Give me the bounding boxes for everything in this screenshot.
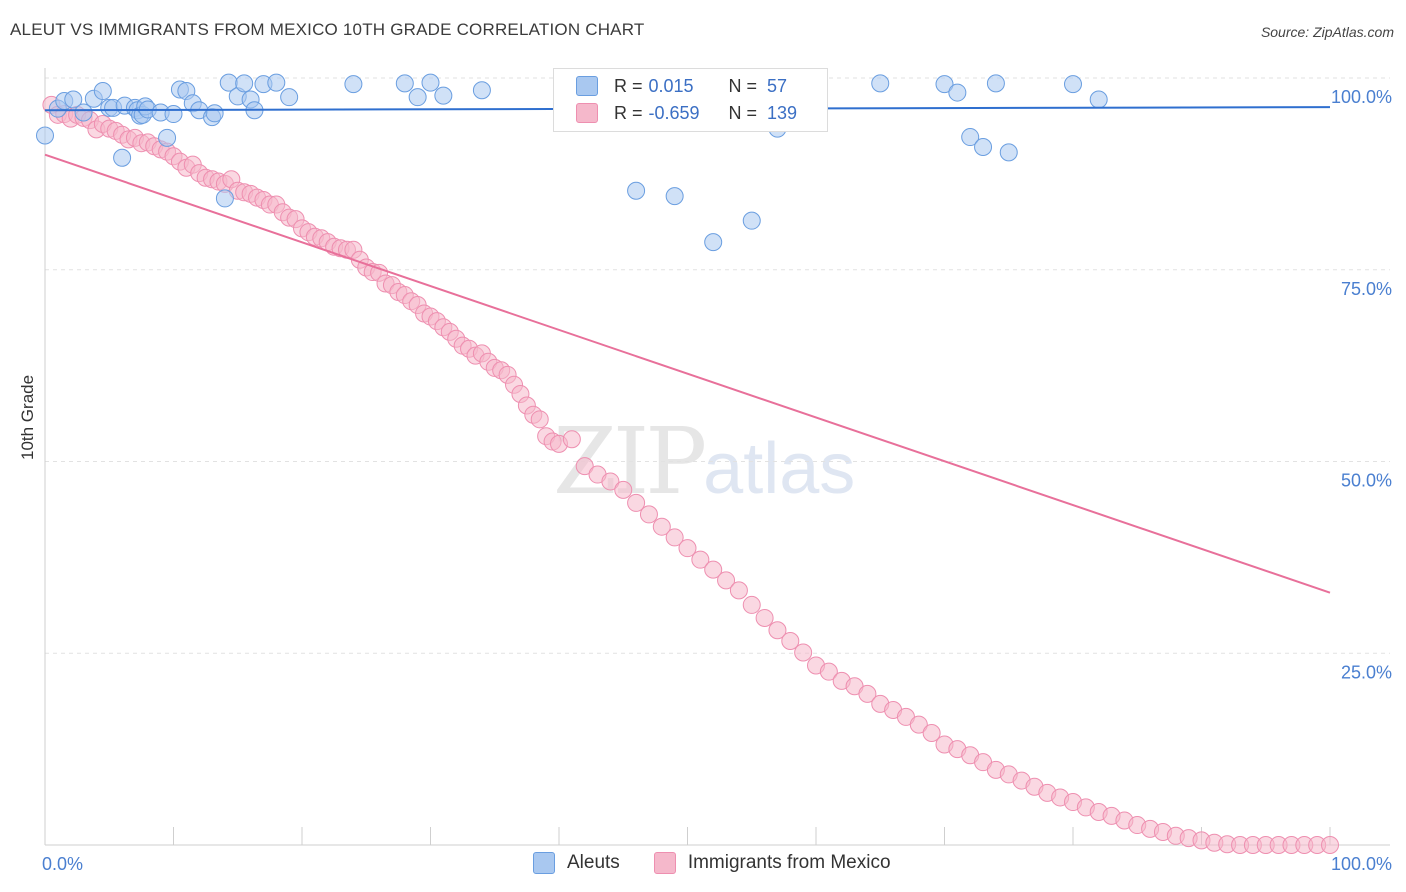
aleuts-point	[961, 128, 980, 147]
aleuts-r-value: 0.015	[648, 75, 694, 96]
aleuts-point	[948, 83, 967, 102]
legend-item-mexico: Immigrants from Mexico	[653, 852, 891, 874]
aleuts-point	[267, 73, 286, 92]
aleuts-point	[986, 74, 1005, 93]
mexico-point	[755, 608, 774, 627]
y-tick-label: 50.0%	[1341, 471, 1392, 491]
series-legend: Aleuts Immigrants from Mexico	[533, 852, 925, 874]
aleuts-point	[421, 73, 440, 92]
x-tick-label: 0.0%	[42, 854, 83, 874]
mexico-point	[601, 472, 620, 491]
mexico-point	[717, 571, 736, 590]
aleuts-point	[280, 88, 299, 107]
aleuts-point	[64, 90, 83, 109]
aleuts-point	[93, 82, 112, 101]
legend-row-mexico: R = -0.659 N = 139	[576, 101, 797, 125]
aleuts-n-label: N =	[728, 75, 758, 96]
aleuts-point	[935, 75, 954, 94]
mexico-point	[742, 595, 761, 614]
mexico-n-label: N =	[728, 102, 758, 123]
legend-mexico-label: Immigrants from Mexico	[687, 852, 891, 873]
mexico-point	[729, 581, 748, 600]
mexico-point	[909, 715, 928, 734]
aleuts-n-value: 57	[767, 75, 788, 96]
aleuts-point	[999, 143, 1018, 162]
legend-aleuts-label: Aleuts	[567, 852, 620, 873]
mexico-n-value: 139	[767, 102, 798, 123]
aleuts-point	[627, 181, 646, 200]
y-axis-label: 10th Grade	[18, 374, 37, 460]
legend-mexico-swatch	[653, 852, 676, 874]
aleuts-point	[395, 74, 414, 93]
aleuts-point	[472, 81, 491, 100]
y-tick-label: 25.0%	[1341, 662, 1392, 682]
aleuts-point	[158, 128, 177, 147]
aleuts-point	[215, 189, 234, 208]
aleuts-point	[74, 103, 93, 122]
aleuts-point	[36, 126, 54, 145]
x-tick-label: 100.0%	[1331, 854, 1392, 874]
aleuts-point	[1064, 75, 1082, 94]
watermark-atlas: atlas	[703, 429, 856, 509]
aleuts-point	[704, 233, 723, 252]
chart-title: ALEUT VS IMMIGRANTS FROM MEXICO 10TH GRA…	[10, 20, 645, 39]
aleuts-point	[434, 86, 453, 105]
legend-item-aleuts: Aleuts	[533, 852, 620, 874]
aleuts-point	[205, 104, 224, 123]
aleuts-swatch	[576, 76, 598, 96]
mexico-point	[639, 505, 658, 524]
mexico-point	[652, 517, 671, 536]
aleuts-r-label: R =	[614, 75, 643, 96]
mexico-point	[691, 550, 710, 569]
mexico-trend-line	[44, 153, 1331, 594]
mexico-point	[922, 724, 941, 743]
aleuts-point	[344, 75, 363, 94]
mexico-point	[575, 457, 594, 476]
legend-row-aleuts: R = 0.015 N = 57	[576, 74, 787, 98]
mexico-point	[858, 684, 877, 703]
mexico-point	[768, 621, 787, 640]
stats-legend: R = 0.015 N = 57 R = -0.659 N = 139	[553, 68, 828, 132]
mexico-point	[819, 662, 838, 681]
aleuts-point	[235, 74, 254, 93]
y-tick-label: 100.0%	[1331, 87, 1392, 107]
mexico-point	[1321, 836, 1339, 854]
mexico-r-value: -0.659	[648, 102, 700, 123]
mexico-point	[678, 539, 697, 558]
mexico-point	[614, 480, 633, 499]
aleuts-point	[974, 138, 993, 157]
mexico-point	[530, 410, 549, 429]
aleuts-point	[665, 187, 684, 206]
mexico-point	[781, 631, 800, 650]
mexico-point	[704, 560, 723, 579]
aleuts-point	[871, 74, 890, 93]
mexico-point	[665, 528, 684, 547]
aleuts-point	[164, 105, 183, 124]
aleuts-point	[1089, 90, 1108, 109]
mexico-point	[794, 643, 813, 662]
mexico-point	[627, 493, 646, 512]
y-tick-label: 75.0%	[1341, 279, 1392, 299]
legend-aleuts-swatch	[533, 852, 555, 874]
mexico-swatch	[576, 103, 598, 123]
aleuts-point	[408, 88, 427, 107]
mexico-r-label: R =	[614, 102, 643, 123]
aleuts-point	[742, 211, 761, 230]
source-label: Source: ZipAtlas.com	[1260, 24, 1394, 40]
aleuts-point	[113, 148, 132, 167]
mexico-point	[562, 430, 581, 449]
